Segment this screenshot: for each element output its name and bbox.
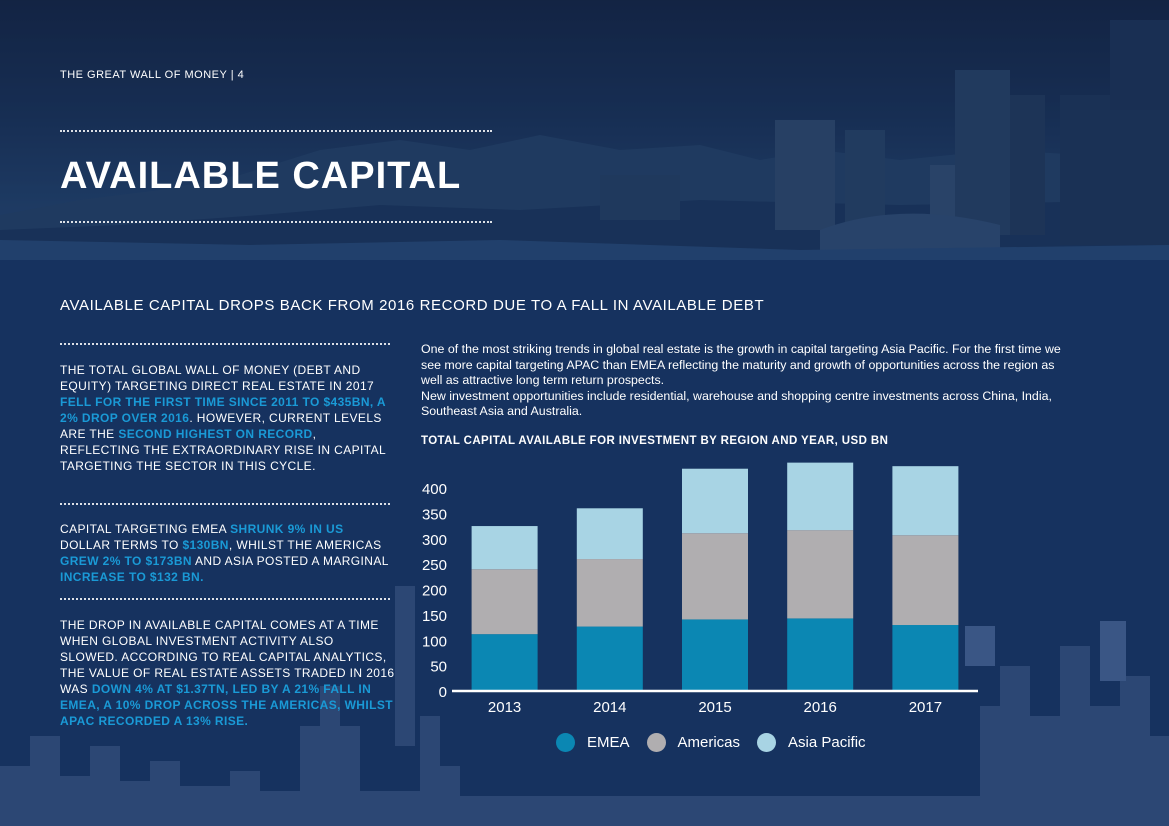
city-photo <box>0 20 1169 260</box>
bar-asia-pacific-2017 <box>892 466 959 536</box>
left-p2-highlight-h: INCREASE TO $132 BN. <box>60 570 204 584</box>
left-p2-highlight-f: GREW 2% TO $173BN <box>60 554 192 568</box>
bar-emea-2015 <box>682 619 748 691</box>
left-p2-text-c: DOLLAR TERMS TO <box>60 538 183 552</box>
legend-label-americas: Americas <box>677 734 741 751</box>
legend-swatch-americas <box>646 733 666 752</box>
legend-swatch-emea <box>556 733 575 752</box>
y-tick-label-350: 350 <box>422 506 447 523</box>
y-tick-label-100: 100 <box>422 633 447 650</box>
left-divider-2 <box>60 503 390 505</box>
left-p3-text-a: THE DROP IN AVAILABLE CAPITAL COMES AT A… <box>60 618 395 696</box>
title-bottom-divider <box>60 221 492 223</box>
left-p1-text-e: , REFLECTING THE EXTRAORDINARY RISE IN C… <box>60 427 386 473</box>
left-paragraph-1: THE TOTAL GLOBAL WALL OF MONEY (DEBT AND… <box>60 362 395 474</box>
legend-label-emea: EMEA <box>587 734 630 751</box>
x-tick-label-2013: 2013 <box>488 699 521 716</box>
legend-item-americas: Americas <box>646 733 741 752</box>
y-tick-label-300: 300 <box>422 532 447 549</box>
x-tick-label-2014: 2014 <box>593 699 626 716</box>
left-p1-text-a: THE TOTAL GLOBAL WALL OF MONEY (DEBT AND… <box>60 363 375 393</box>
y-tick-label-400: 400 <box>422 481 447 498</box>
left-divider-3 <box>60 598 390 600</box>
title-top-divider <box>60 130 492 132</box>
hero-banner <box>0 0 1169 260</box>
left-paragraph-2: CAPITAL TARGETING EMEA SHRUNK 9% IN US D… <box>60 521 395 585</box>
y-tick-label-50: 50 <box>430 659 447 676</box>
section-subtitle: AVAILABLE CAPITAL DROPS BACK FROM 2016 R… <box>60 297 765 314</box>
legend-item-asia-pacific: Asia Pacific <box>757 733 866 752</box>
bar-emea-2017 <box>892 625 959 691</box>
bar-americas-2016 <box>787 530 854 619</box>
bar-asia-pacific-2013 <box>471 526 538 570</box>
left-p1-text-c: . HOWEVER, CURRENT LEVELS ARE THE <box>60 411 382 441</box>
body-text: One of the most striking trends in globa… <box>421 342 1061 420</box>
bar-asia-pacific-2014 <box>576 508 643 560</box>
legend-label-asia-pacific: Asia Pacific <box>788 734 866 751</box>
chart-title: TOTAL CAPITAL AVAILABLE FOR INVESTMENT B… <box>421 435 889 447</box>
bar-americas-2014 <box>576 559 643 627</box>
bar-emea-2016 <box>787 618 854 691</box>
page-title: AVAILABLE CAPITAL <box>60 155 462 197</box>
left-p1-highlight-b: FELL FOR THE FIRST TIME SINCE 2011 TO $4… <box>60 395 386 425</box>
page-kicker: THE GREAT WALL OF MONEY | 4 <box>60 69 245 81</box>
bar-emea-2013 <box>471 634 538 691</box>
left-p3-highlight-b: DOWN 4% AT $1.37TN, LED BY A 21% FALL IN… <box>60 682 393 728</box>
bar-americas-2017 <box>892 535 959 626</box>
bar-asia-pacific-2015 <box>682 468 748 534</box>
left-paragraph-3: THE DROP IN AVAILABLE CAPITAL COMES AT A… <box>60 617 395 729</box>
y-tick-label-200: 200 <box>422 583 447 600</box>
body-paragraph-1: One of the most striking trends in globa… <box>421 342 1061 387</box>
x-tick-label-2015: 2015 <box>698 699 731 716</box>
skyline-silhouette <box>0 586 1169 826</box>
left-p2-text-a: CAPITAL TARGETING EMEA <box>60 522 231 536</box>
left-p2-highlight-d: $130BN <box>182 538 229 552</box>
bar-emea-2014 <box>576 626 643 691</box>
bar-asia-pacific-2016 <box>787 462 854 531</box>
bar-americas-2013 <box>471 569 538 635</box>
legend-item-emea: EMEA <box>556 733 630 752</box>
y-tick-label-0: 0 <box>439 684 447 701</box>
left-p2-highlight-b: SHRUNK 9% IN US <box>230 522 344 536</box>
bar-americas-2015 <box>682 533 748 620</box>
y-tick-label-150: 150 <box>422 608 447 625</box>
x-tick-label-2017: 2017 <box>909 699 942 716</box>
body-paragraph-2: New investment opportunities include res… <box>421 388 1052 419</box>
x-tick-label-2016: 2016 <box>804 699 837 716</box>
left-divider-1 <box>60 343 390 345</box>
left-p2-text-g: AND ASIA POSTED A MARGINAL <box>191 554 389 568</box>
left-p2-text-e: , WHILST THE AMERICAS <box>228 538 382 552</box>
left-p1-highlight-d: SECOND HIGHEST ON RECORD <box>118 427 313 441</box>
y-tick-label-250: 250 <box>422 557 447 574</box>
chart-legend: EMEA Americas Asia Pacific <box>556 733 883 752</box>
legend-swatch-asia-pacific <box>757 733 777 752</box>
